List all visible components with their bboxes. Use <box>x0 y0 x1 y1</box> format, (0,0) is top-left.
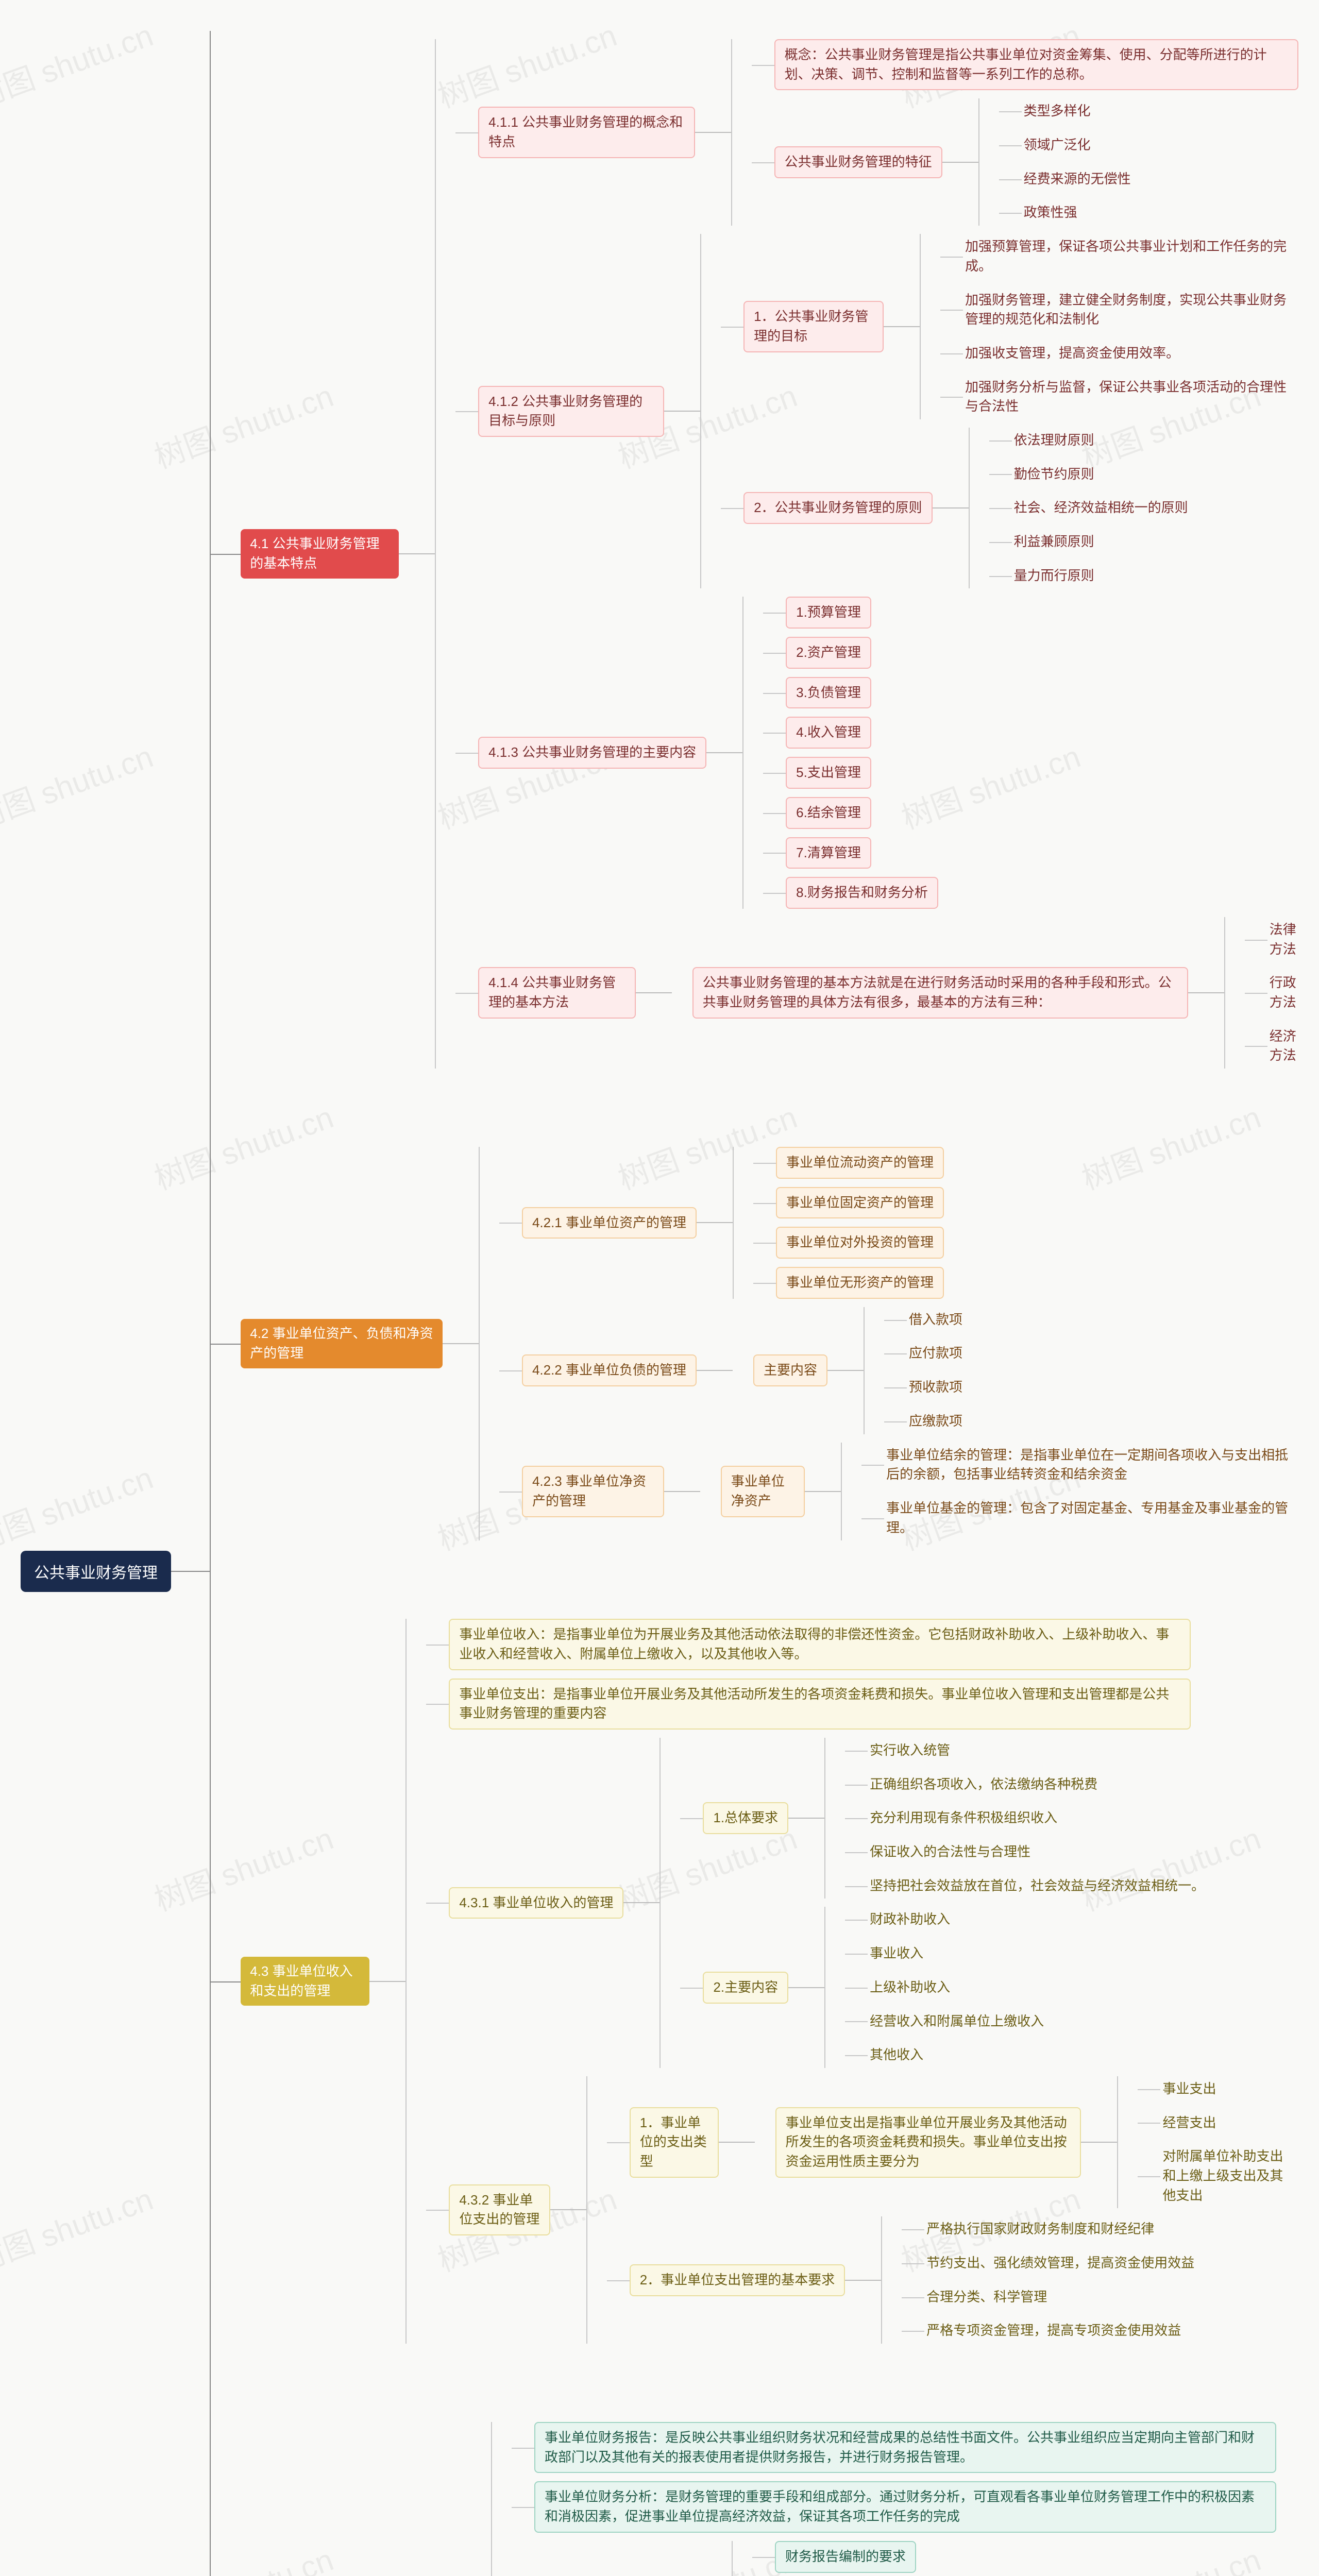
mindmap-node: 合理分类、科学管理 <box>924 2284 1049 2310</box>
mindmap-node: 勤俭节约原则 <box>1012 462 1096 487</box>
mindmap-node: 4.3.2 事业单位支出的管理 <box>449 2184 550 2235</box>
mindmap-node: 行政方法 <box>1267 970 1298 1015</box>
mindmap-node: 事业单位财务分析：是财务管理的重要手段和组成部分。通过财务分析，可直观看各事业单… <box>534 2481 1276 2532</box>
mindmap-node: 1.总体要求 <box>703 1802 788 1834</box>
mindmap-node: 主要内容 <box>753 1354 827 1386</box>
mindmap-node: 事业单位固定资产的管理 <box>776 1187 944 1219</box>
mindmap-node: 6.结余管理 <box>786 797 871 829</box>
mindmap-node: 事业单位支出是指事业单位开展业务及其他活动所发生的各项资金耗费和损失。事业单位支… <box>775 2107 1081 2178</box>
mindmap-node: 8.财务报告和财务分析 <box>786 877 938 909</box>
root-node: 公共事业财务管理 <box>21 1551 171 1592</box>
section-branch: 4.1 公共事业财务管理的基本特点 4.1.1 公共事业财务管理的概念和特点 概念：… <box>210 31 1298 1077</box>
mindmap-node: 加强预算管理，保证各项公共事业计划和工作任务的完成。 <box>963 234 1298 279</box>
mindmap-node: 2．事业单位支出管理的基本要求 <box>630 2264 845 2296</box>
mindmap-node: 实行收入统管 <box>868 1738 952 1764</box>
mindmap-node: 法律方法 <box>1267 917 1298 962</box>
mindmap-node: 1.预算管理 <box>786 597 871 629</box>
mindmap-node: 公共事业财务管理的特征 <box>774 146 942 178</box>
mindmap-node: 1．事业单位的支出类型 <box>630 2107 719 2178</box>
mindmap-node: 1．公共事业财务管理的目标 <box>743 301 884 352</box>
mindmap-node: 充分利用现有条件积极组织收入 <box>868 1805 1059 1831</box>
mindmap-node: 节约支出、强化绩效管理，提高资金使用效益 <box>924 2250 1196 2276</box>
mindmap-node: 4.1.4 公共事业财务管理的基本方法 <box>478 967 636 1018</box>
mindmap-node: 预收款项 <box>907 1375 965 1400</box>
mindmap-node: 7.清算管理 <box>786 837 871 869</box>
mindmap-node: 4.1.3 公共事业财务管理的主要内容 <box>478 737 706 769</box>
mindmap-node: 借入款项 <box>907 1307 965 1333</box>
mindmap-node: 政策性强 <box>1022 200 1079 226</box>
section-branch: 4.2 事业单位资产、负债和净资产的管理 4.2.1 事业单位资产的管理 事业单位流… <box>210 1139 1298 1549</box>
mindmap-node: 财政补助收入 <box>868 1907 952 1933</box>
mindmap-node: 5.支出管理 <box>786 757 871 789</box>
mindmap-node: 加强财务管理，建立健全财务制度，实现公共事业财务管理的规范化和法制化 <box>963 287 1298 332</box>
mindmap-node: 经费来源的无偿性 <box>1022 166 1133 192</box>
mindmap-node: 财务报告编制的要求 <box>775 2541 916 2573</box>
mindmap-node: 加强财务分析与监督，保证公共事业各项活动的合理性与合法性 <box>963 375 1298 419</box>
mindmap-node: 严格执行国家财政财务制度和财经纪律 <box>924 2216 1156 2242</box>
mindmap-node: 4.2.3 事业单位净资产的管理 <box>522 1466 664 1517</box>
mindmap-node: 事业单位净资产 <box>721 1466 805 1517</box>
mindmap-node: 4.2.2 事业单位负债的管理 <box>522 1354 697 1386</box>
mindmap-node: 4.1.2 公共事业财务管理的目标与原则 <box>478 386 664 437</box>
mindmap-node: 事业单位财务报告：是反映公共事业组织财务状况和经营成果的总结性书面文件。公共事业… <box>534 2422 1276 2473</box>
mindmap-node: 经营收入和附属单位上缴收入 <box>868 2009 1046 2035</box>
mindmap-node: 3.负债管理 <box>786 677 871 709</box>
mindmap-node: 领域广泛化 <box>1022 132 1093 158</box>
mindmap-node: 2.主要内容 <box>703 1972 788 2004</box>
mindmap: 公共事业财务管理 4.1 公共事业财务管理的基本特点 4.1.1 公共事业财务管理… <box>21 31 1298 2576</box>
mindmap-node: 依法理财原则 <box>1012 428 1096 453</box>
mindmap-node: 事业支出 <box>1160 2076 1218 2102</box>
mindmap-node: 其他收入 <box>868 2042 925 2068</box>
mindmap-node: 上级补助收入 <box>868 1975 952 2001</box>
branches-container: 4.1 公共事业财务管理的基本特点 4.1.1 公共事业财务管理的概念和特点 概念：… <box>210 31 1298 2576</box>
mindmap-node: 经营支出 <box>1160 2110 1218 2136</box>
mindmap-node: 坚持把社会效益放在首位，社会效益与经济效益相统一。 <box>868 1873 1207 1899</box>
mindmap-node: 类型多样化 <box>1022 98 1093 124</box>
mindmap-node: 正确组织各项收入，依法缴纳各种税费 <box>868 1772 1100 1798</box>
mindmap-node: 事业单位流动资产的管理 <box>776 1147 944 1179</box>
mindmap-node: 事业单位基金的管理：包含了对固定基金、专用基金及事业基金的管理。 <box>884 1496 1298 1540</box>
mindmap-node: 2.资产管理 <box>786 637 871 669</box>
mindmap-node: 事业单位结余的管理：是指事业单位在一定期间各项收入与支出相抵后的余额，包括事业结… <box>884 1443 1298 1487</box>
mindmap-node: 严格专项资金管理，提高专项资金使用效益 <box>924 2318 1183 2344</box>
mindmap-node: 保证收入的合法性与合理性 <box>868 1839 1033 1865</box>
mindmap-node: 加强收支管理，提高资金使用效率。 <box>963 341 1181 366</box>
mindmap-node: 事业单位支出：是指事业单位开展业务及其他活动所发生的各项资金耗费和损失。事业单位… <box>449 1679 1191 1730</box>
mindmap-node: 量力而行原则 <box>1012 563 1096 589</box>
mindmap-node: 应缴款项 <box>907 1409 965 1434</box>
section-title: 4.3 事业单位收入和支出的管理 <box>241 1957 369 2006</box>
mindmap-node: 事业单位收入：是指事业单位为开展业务及其他活动依法取得的非偿还性资金。它包括财政… <box>449 1619 1191 1670</box>
mindmap-node: 事业收入 <box>868 1941 925 1967</box>
mindmap-node: 4.3.1 事业单位收入的管理 <box>449 1887 623 1919</box>
section-branch: 4.3 事业单位收入和支出的管理 事业单位收入：是指事业单位为开展业务及其他活动依… <box>210 1611 1298 2352</box>
root-connector <box>171 1571 210 1572</box>
mindmap-node: 应付款项 <box>907 1341 965 1366</box>
mindmap-node: 事业单位对外投资的管理 <box>776 1227 944 1259</box>
section-title: 4.2 事业单位资产、负债和净资产的管理 <box>241 1319 443 1368</box>
mindmap-node: 公共事业财务管理的基本方法就是在进行财务活动时采用的各种手段和形式。公共事业财务… <box>692 967 1188 1018</box>
section-branch: 4.4 事业单位财务报告和财务分析事业单位财务报告：是反映公共事业组织财务状况和… <box>210 2414 1298 2576</box>
mindmap-node: 4.收入管理 <box>786 717 871 749</box>
mindmap-node: 2．公共事业财务管理的原则 <box>743 492 932 524</box>
mindmap-node: 概念：公共事业财务管理是指公共事业单位对资金筹集、使用、分配等所进行的计划、决策… <box>774 39 1298 90</box>
mindmap-node: 事业单位无形资产的管理 <box>776 1267 944 1299</box>
mindmap-node: 社会、经济效益相统一的原则 <box>1012 495 1190 521</box>
mindmap-node: 利益兼顾原则 <box>1012 529 1096 555</box>
mindmap-node: 经济方法 <box>1267 1024 1298 1069</box>
mindmap-node: 对附属单位补助支出和上缴上级支出及其他支出 <box>1160 2144 1298 2208</box>
mindmap-node: 4.1.1 公共事业财务管理的概念和特点 <box>478 107 695 158</box>
mindmap-node: 4.2.1 事业单位资产的管理 <box>522 1207 697 1239</box>
section-title: 4.1 公共事业财务管理的基本特点 <box>241 529 399 578</box>
